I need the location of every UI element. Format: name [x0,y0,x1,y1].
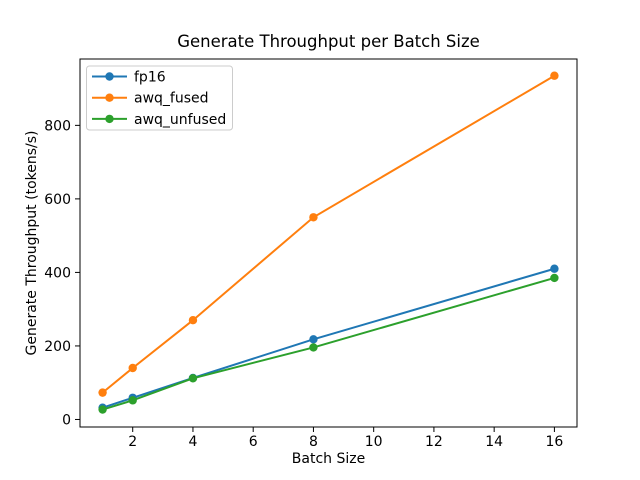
series-line-awq_unfused [102,276,555,411]
series-marker-awq_unfused [309,343,318,352]
series-marker-awq_fused [550,71,559,80]
y-tick-label: 800 [44,118,71,134]
legend-marker-awq_fused [105,93,114,102]
series-marker-awq_fused [128,363,137,373]
legend-label-awq_unfused: awq_unfused [134,112,226,128]
x-tick-label: 4 [188,434,197,450]
x-tick-label: 14 [485,434,503,450]
series-marker-awq_unfused [128,396,137,405]
chart-title: Generate Throughput per Batch Size [177,32,480,51]
y-tick-label: 0 [62,412,71,428]
y-tick-label: 200 [44,339,71,355]
series-marker-fp16 [550,264,559,273]
y-tick-label: 600 [44,192,71,208]
x-tick-label: 2 [128,434,137,450]
y-axis-label: Generate Throughput (tokens/s) [24,131,40,356]
series-marker-awq_unfused [550,273,559,283]
series-marker-fp16 [309,335,318,344]
x-tick-label: 16 [545,434,563,450]
series-marker-awq_unfused [188,374,198,383]
series-marker-awq_fused [98,388,107,397]
x-tick-label: 12 [425,434,443,450]
legend-box [86,65,233,131]
x-tick-label: 8 [309,434,318,450]
series-marker-awq_unfused [98,405,107,414]
y-tick-label: 400 [44,265,71,281]
legend-label-awq_fused: awq_fused [134,91,209,107]
x-tick-label: 10 [365,434,383,450]
legend-marker-fp16 [105,72,114,81]
legend-marker-awq_unfused [105,114,114,124]
plot-border [79,58,578,428]
series-marker-awq_fused [309,213,318,222]
plot-area: 2 4 6 8 10 12 14 16 0 200 400 600 800 fp16 awq_fusedaw… [44,58,578,450]
series-marker-awq_fused [188,316,198,325]
x-tick-label: 6 [249,434,258,450]
x-axis-label: Batch Size [292,451,365,467]
legend-label-fp16: fp16 [134,70,166,86]
